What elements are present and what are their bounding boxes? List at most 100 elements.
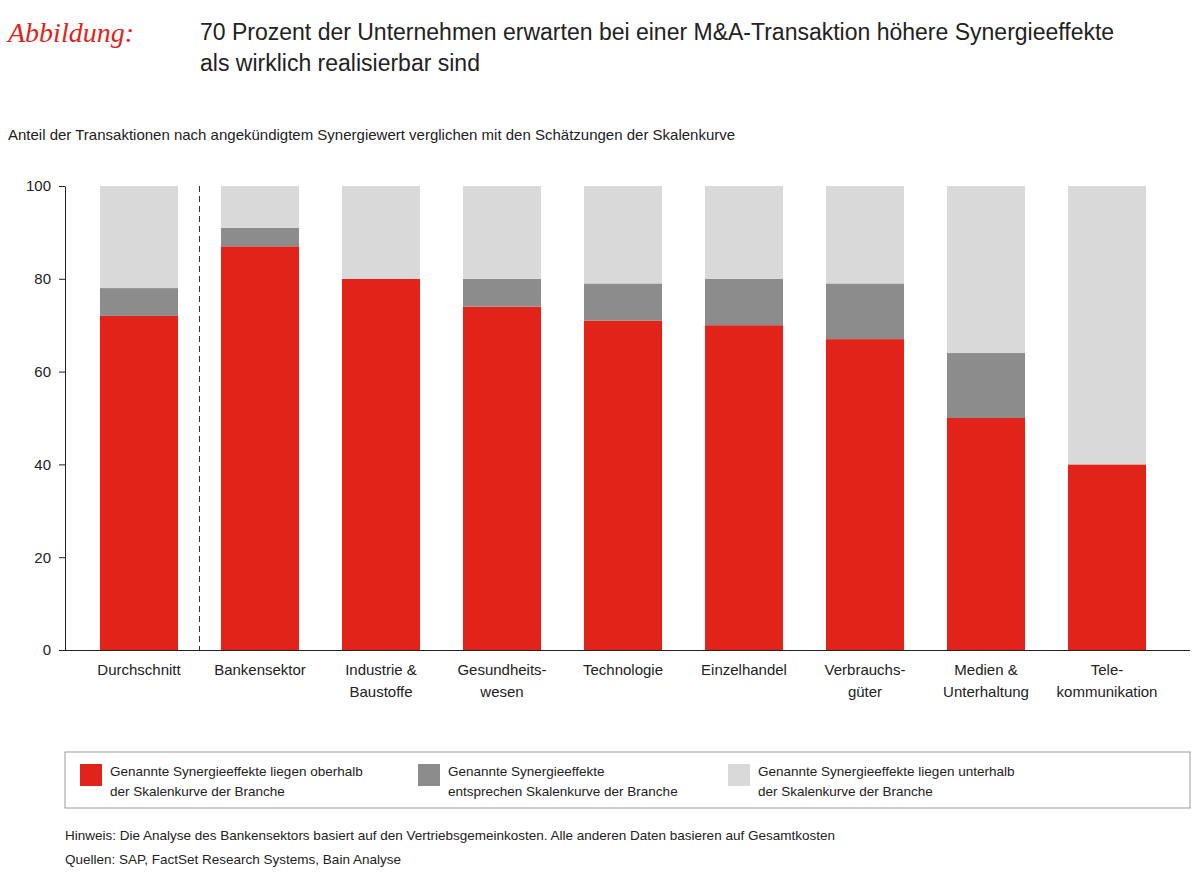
tick-label: Durchschnitt: [97, 661, 181, 678]
tick: 0: [43, 641, 65, 658]
y-axis: 0 20 40 60 80 100: [26, 177, 66, 658]
text-line: Gesundheits-: [457, 661, 546, 678]
bar: [463, 279, 541, 307]
bar: [947, 353, 1025, 418]
text-line: Tele-: [1091, 661, 1124, 678]
legend-entry: Genannte Synergieeffekte liegen oberhalb…: [80, 764, 363, 799]
legend: Genannte Synergieeffekte liegen oberhalb…: [65, 752, 1190, 808]
tick-mark: [59, 557, 65, 558]
text-line: Technologie: [583, 661, 663, 678]
bar: [826, 339, 904, 650]
tick-label: 0: [43, 641, 51, 658]
legend-entry: Genannte Synergieeffekte entsprechen Skal…: [418, 764, 678, 799]
text-line: der Skalenkurve der Branche: [758, 784, 933, 799]
tick: Gesundheits-wesen: [457, 661, 546, 700]
bar: [584, 186, 662, 283]
legend-label: Genannte Synergieeffekte liegen oberhalb…: [110, 764, 363, 799]
tick: Bankensektor: [214, 661, 306, 678]
tick-label: Bankensektor: [214, 661, 306, 678]
text-line: als wirklich realisierbar sind: [200, 50, 480, 76]
text-line: Genannte Synergieeffekte: [448, 764, 605, 779]
text-line: Genannte Synergieeffekte liegen unterhal…: [758, 764, 1014, 779]
tick-label: 20: [34, 549, 51, 566]
axis-line: [65, 650, 1190, 651]
text-line: Industrie &: [345, 661, 417, 678]
tick: 60: [34, 363, 65, 380]
tick: 80: [34, 270, 65, 287]
text-line: wesen: [479, 683, 523, 700]
tick: Industrie & Baustoffe: [345, 661, 417, 700]
tick-label: Industrie & Baustoffe: [345, 661, 417, 700]
text-line: Einzelhandel: [701, 661, 787, 678]
subtitle: Anteil der Transaktionen nach angekündig…: [8, 126, 735, 143]
text-line: kommunikation: [1057, 683, 1158, 700]
bar: [705, 186, 783, 279]
text-line: 70 Prozent der Unternehmen erwarten bei …: [200, 19, 1114, 45]
bar: [947, 418, 1025, 650]
note: Hinweis: Die Analyse des Bankensektors b…: [65, 828, 835, 843]
bar: [826, 186, 904, 283]
legend-swatch: [728, 764, 750, 786]
bar: [100, 316, 178, 650]
series: [100, 186, 1146, 464]
tick-label: 80: [34, 270, 51, 287]
separator: [199, 186, 200, 650]
tick-label: Tele-kommunikation: [1057, 661, 1158, 700]
text-line: der Skalenkurve der Branche: [110, 784, 285, 799]
text-line: Unterhaltung: [943, 683, 1029, 700]
legend-swatch: [418, 764, 440, 786]
legend-box: [65, 752, 1190, 808]
legend-swatch: [80, 764, 102, 786]
bar: [1068, 464, 1146, 650]
title: 70 Prozent der Unternehmen erwarten bei …: [200, 19, 1114, 76]
bar: [826, 283, 904, 339]
text-line: güter: [848, 683, 882, 700]
tick-label: Verbrauchs-güter: [825, 661, 906, 700]
text-line: entsprechen Skalenkurve der Branche: [448, 784, 678, 799]
tick-label: 100: [26, 177, 51, 194]
tick-mark: [59, 279, 65, 280]
tick-label: Einzelhandel: [701, 661, 787, 678]
bar: [100, 186, 178, 288]
bar: [463, 186, 541, 279]
bar: [705, 279, 783, 325]
bar: [463, 307, 541, 650]
bar: [584, 321, 662, 650]
tick: 20: [34, 549, 65, 566]
legend-label: Genannte Synergieeffekte entsprechen Skal…: [448, 764, 678, 799]
tick-label: Medien & Unterhaltung: [943, 661, 1029, 700]
bar: [221, 246, 299, 650]
text-line: Durchschnitt: [97, 661, 181, 678]
tick: Medien & Unterhaltung: [943, 661, 1029, 700]
tick-mark: [59, 372, 65, 373]
bar: [100, 288, 178, 316]
chart: Abbildung: 70 Prozent der Unternehmen erw…: [0, 0, 1200, 880]
bar: [584, 283, 662, 320]
tick-label: 60: [34, 363, 51, 380]
bar: [221, 186, 299, 228]
tick: Durchschnitt: [97, 661, 181, 678]
source: Quellen: SAP, FactSet Research Systems, …: [65, 852, 401, 867]
bar: [1068, 186, 1146, 464]
text-line: Genannte Synergieeffekte liegen oberhalb: [110, 764, 363, 779]
axis-line: [65, 187, 66, 651]
bar: [947, 186, 1025, 353]
bar: [342, 186, 420, 279]
x-axis: Durchschnitt Bankensektor Industrie & Baust…: [65, 651, 1190, 701]
text-line: Baustoffe: [349, 683, 412, 700]
tick: Einzelhandel: [701, 661, 787, 678]
tick-label: Technologie: [583, 661, 663, 678]
bar: [221, 228, 299, 247]
tick: Tele-kommunikation: [1057, 661, 1158, 700]
title-label: Abbildung:: [6, 17, 134, 48]
bars: [100, 186, 1146, 650]
text-line: Bankensektor: [214, 661, 306, 678]
tick-mark: [59, 650, 65, 651]
legend-label: Genannte Synergieeffekte liegen unterhal…: [758, 764, 1014, 799]
tick: Verbrauchs-güter: [825, 661, 906, 700]
tick: 40: [34, 456, 65, 473]
bar: [342, 279, 420, 650]
tick-mark: [59, 186, 65, 187]
text-line: Medien &: [954, 661, 1017, 678]
tick-label: Gesundheits-wesen: [457, 661, 546, 700]
